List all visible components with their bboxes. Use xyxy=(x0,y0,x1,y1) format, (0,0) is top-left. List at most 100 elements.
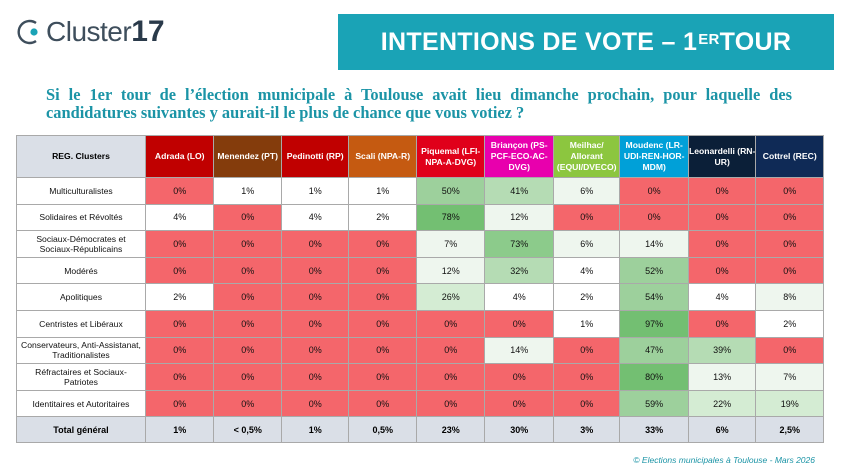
value-cell: 14% xyxy=(484,336,554,365)
table-row: Sociaux-Démocrates et Sociaux-Républicai… xyxy=(16,230,824,258)
logo-name: Cluster xyxy=(46,16,132,47)
value-cell: 97% xyxy=(619,309,689,338)
value-cell: 0% xyxy=(552,336,621,365)
row-label: Modérés xyxy=(16,256,146,285)
value-cell: 52% xyxy=(619,256,689,285)
value-cell: 6% xyxy=(552,230,621,258)
table-row: Multiculturalistes 0% 1% 1% 1% 50% 41% 6% 0% 0% 0% xyxy=(16,177,824,205)
value-cell: 39% xyxy=(687,336,757,365)
value-cell: 0% xyxy=(484,309,554,338)
table-row: Conservateurs, Anti-Assistanat, Traditio… xyxy=(16,336,824,365)
row-label: Identitaires et Autoritaires xyxy=(16,389,146,418)
value-cell: 0% xyxy=(552,389,621,418)
value-cell: 0% xyxy=(687,309,757,338)
candidate-header: Piquemal (LFI-NPA-A-DVG) xyxy=(415,135,486,178)
candidate-header: Moudenc (LR-UDI-REN-HOR-MDM) xyxy=(619,135,689,178)
value-cell: 0% xyxy=(687,256,757,285)
value-cell: 0% xyxy=(280,256,350,285)
value-cell: 0% xyxy=(280,336,350,365)
value-cell: 0% xyxy=(552,363,621,391)
value-cell: 0% xyxy=(415,336,486,365)
value-cell: 0% xyxy=(213,309,282,338)
value-cell: 0% xyxy=(484,389,554,418)
value-cell: 0% xyxy=(348,363,417,391)
value-cell: 0% xyxy=(144,389,215,418)
value-cell: 0% xyxy=(213,336,282,365)
candidate-header: Leonardelli (RN-UR) xyxy=(687,135,757,178)
value-cell: 0% xyxy=(687,203,757,232)
logo-number: 17 xyxy=(131,15,165,48)
value-cell: 0% xyxy=(348,309,417,338)
candidate-header: Briançon (PS-PCF-ECO-AC-DVG) xyxy=(484,135,554,178)
value-cell: 0% xyxy=(415,309,486,338)
value-cell: 12% xyxy=(484,203,554,232)
value-cell: 1% xyxy=(552,309,621,338)
value-cell: 8% xyxy=(755,283,824,311)
value-cell: 0% xyxy=(619,177,689,205)
value-cell: 0% xyxy=(280,283,350,311)
row-label: Apolitiques xyxy=(16,283,146,311)
value-cell: 1% xyxy=(348,177,417,205)
value-cell: 0% xyxy=(213,230,282,258)
total-cell: 1% xyxy=(280,416,350,444)
value-cell: 0% xyxy=(348,389,417,418)
value-cell: 14% xyxy=(619,230,689,258)
value-cell: 0% xyxy=(280,389,350,418)
value-cell: 0% xyxy=(484,363,554,391)
value-cell: 0% xyxy=(213,203,282,232)
value-cell: 4% xyxy=(280,203,350,232)
value-cell: 80% xyxy=(619,363,689,391)
copyright-footer: © Elections municipales à Toulouse - Mar… xyxy=(633,455,815,465)
value-cell: 19% xyxy=(755,389,824,418)
value-cell: 0% xyxy=(552,203,621,232)
value-cell: 22% xyxy=(687,389,757,418)
value-cell: 26% xyxy=(415,283,486,311)
value-cell: 0% xyxy=(280,230,350,258)
value-cell: 2% xyxy=(755,309,824,338)
row-label: Multiculturalistes xyxy=(16,177,146,205)
value-cell: 0% xyxy=(144,256,215,285)
value-cell: 13% xyxy=(687,363,757,391)
value-cell: 54% xyxy=(619,283,689,311)
value-cell: 7% xyxy=(755,363,824,391)
row-label: Centristes et Libéraux xyxy=(16,309,146,338)
value-cell: 47% xyxy=(619,336,689,365)
total-row: Total général 1% < 0,5% 1% 0,5% 23% 30% 3% 33% 6%… xyxy=(16,416,824,444)
value-cell: 0% xyxy=(144,177,215,205)
value-cell: 0% xyxy=(348,256,417,285)
row-label: Conservateurs, Anti-Assistanat, Traditio… xyxy=(16,336,146,365)
value-cell: 0% xyxy=(619,203,689,232)
banner-title: INTENTIONS DE VOTE – 1 xyxy=(380,27,698,56)
logo-circle-icon xyxy=(17,19,38,45)
value-cell: 4% xyxy=(484,283,554,311)
total-cell: 6% xyxy=(687,416,757,444)
value-cell: 2% xyxy=(144,283,215,311)
value-cell: 0% xyxy=(144,309,215,338)
row-label: Solidaires et Révoltés xyxy=(16,203,146,232)
value-cell: 0% xyxy=(687,177,757,205)
value-cell: 6% xyxy=(552,177,621,205)
table-row: Centristes et Libéraux 0% 0% 0% 0% 0% 0% 1% 97% 0… xyxy=(16,309,824,338)
value-cell: 0% xyxy=(144,230,215,258)
total-label: Total général xyxy=(16,416,146,444)
value-cell: 0% xyxy=(144,336,215,365)
value-cell: 7% xyxy=(415,230,486,258)
value-cell: 78% xyxy=(415,203,486,232)
value-cell: 4% xyxy=(687,283,757,311)
total-cell: 0,5% xyxy=(348,416,417,444)
table-row: Apolitiques 2% 0% 0% 0% 26% 4% 2% 54% 4% 8% xyxy=(16,283,824,311)
value-cell: 0% xyxy=(415,363,486,391)
total-cell: 1% xyxy=(144,416,215,444)
value-cell: 0% xyxy=(755,230,824,258)
total-cell: 23% xyxy=(415,416,486,444)
table-row: Réfractaires et Sociaux-Patriotes 0% 0% 0% 0… xyxy=(16,363,824,391)
value-cell: 0% xyxy=(755,256,824,285)
total-cell: < 0,5% xyxy=(213,416,282,444)
candidate-header: Meilhac/ Allorant (EQUI/DVECO) xyxy=(552,135,621,178)
value-cell: 73% xyxy=(484,230,554,258)
value-cell: 59% xyxy=(619,389,689,418)
candidate-header: Adrada (LO) xyxy=(144,135,215,178)
value-cell: 0% xyxy=(280,309,350,338)
title-banner: INTENTIONS DE VOTE – 1 ER TOUR xyxy=(338,14,834,70)
value-cell: 0% xyxy=(213,363,282,391)
